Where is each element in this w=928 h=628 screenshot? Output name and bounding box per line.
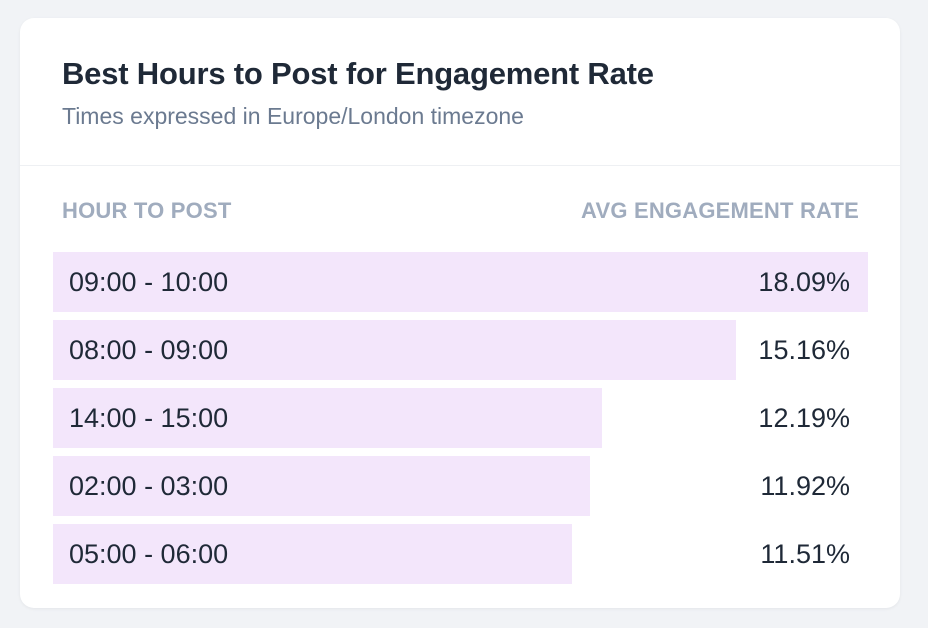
table-row: 05:00 - 06:00 11.51% xyxy=(53,524,868,584)
column-header-rate: AVG ENGAGEMENT RATE xyxy=(581,198,859,223)
hour-label: 05:00 - 06:00 xyxy=(69,539,229,569)
card-title: Best Hours to Post for Engagement Rate xyxy=(62,56,654,91)
engagement-bar xyxy=(53,524,572,584)
engagement-rate-label: 18.09% xyxy=(758,267,850,297)
engagement-bar xyxy=(53,456,590,516)
engagement-rate-label: 15.16% xyxy=(758,335,850,365)
engagement-rate-label: 11.92% xyxy=(760,471,850,501)
table-row: 08:00 - 09:00 15.16% xyxy=(53,320,868,380)
engagement-bar xyxy=(53,252,868,312)
hour-label: 02:00 - 03:00 xyxy=(69,471,229,501)
engagement-bar xyxy=(53,388,602,448)
table-row: 14:00 - 15:00 12.19% xyxy=(53,388,868,448)
engagement-rate-label: 11.51% xyxy=(760,539,850,569)
hour-label: 08:00 - 09:00 xyxy=(69,335,229,365)
engagement-bar xyxy=(53,320,736,380)
hour-label: 14:00 - 15:00 xyxy=(69,403,229,433)
bar-chart: 09:00 - 10:00 18.09% 08:00 - 09:00 15.16% 14… xyxy=(53,252,868,592)
table-row: 09:00 - 10:00 18.09% xyxy=(53,252,868,312)
card-header: Best Hours to Post for Engagement Rate T… xyxy=(20,18,900,166)
engagement-rate-label: 12.19% xyxy=(758,403,850,433)
column-header-hour: HOUR TO POST xyxy=(62,198,232,223)
hour-label: 09:00 - 10:00 xyxy=(69,267,229,297)
engagement-card: Best Hours to Post for Engagement Rate T… xyxy=(20,18,900,608)
card-subtitle: Times expressed in Europe/London timezon… xyxy=(62,103,524,129)
table-row: 02:00 - 03:00 11.92% xyxy=(53,456,868,516)
